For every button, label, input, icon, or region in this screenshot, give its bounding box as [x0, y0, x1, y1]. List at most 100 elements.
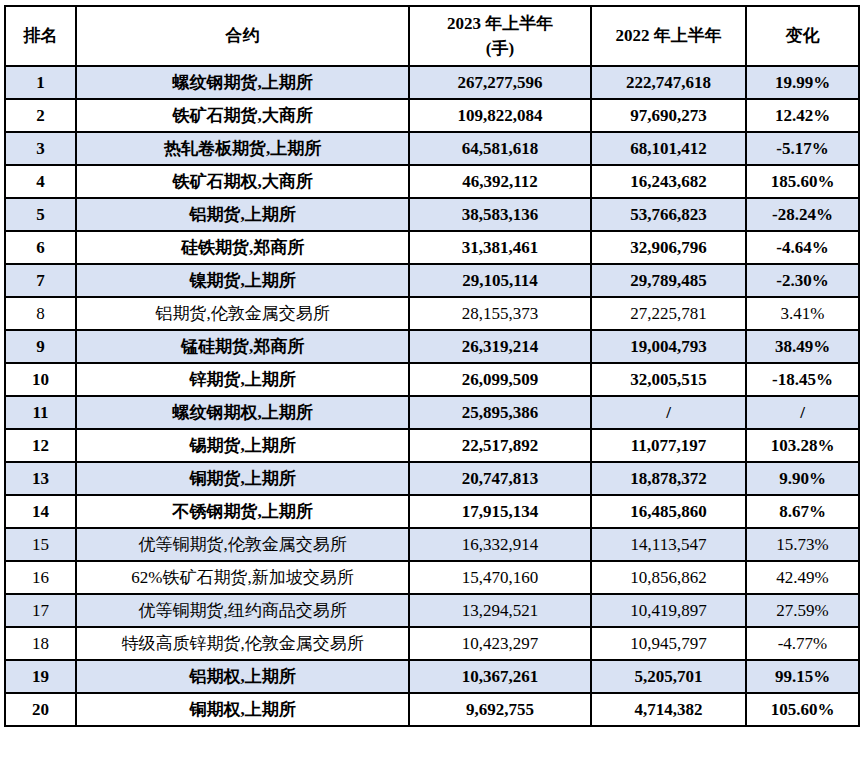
- volume-2022-cell: 68,101,412: [591, 132, 746, 165]
- table-row: 16 62%铁矿石期货,新加坡交易所 15,470,160 10,856,862…: [5, 561, 859, 594]
- contract-cell: 优等铜期货,伦敦金属交易所: [76, 528, 409, 561]
- header-2023-h1: 2023 年上半年 (手): [409, 6, 591, 66]
- rank-cell: 5: [5, 198, 76, 231]
- table-row: 9 锰硅期货,郑商所 26,319,214 19,004,793 38.49%: [5, 330, 859, 363]
- contract-cell: 不锈钢期货,上期所: [76, 495, 409, 528]
- contract-cell: 优等铜期货,纽约商品交易所: [76, 594, 409, 627]
- table-row: 2 铁矿石期货,大商所 109,822,084 97,690,273 12.42…: [5, 99, 859, 132]
- contract-cell: 铝期货,上期所: [76, 198, 409, 231]
- change-cell: -5.17%: [746, 132, 859, 165]
- change-cell: 9.90%: [746, 462, 859, 495]
- volume-2022-cell: 53,766,823: [591, 198, 746, 231]
- contract-cell: 特级高质锌期货,伦敦金属交易所: [76, 627, 409, 660]
- volume-2022-cell: 10,945,797: [591, 627, 746, 660]
- volume-2023-cell: 20,747,813: [409, 462, 591, 495]
- change-cell: /: [746, 396, 859, 429]
- volume-2022-cell: 18,878,372: [591, 462, 746, 495]
- contract-cell: 62%铁矿石期货,新加坡交易所: [76, 561, 409, 594]
- contract-cell: 铁矿石期权,大商所: [76, 165, 409, 198]
- table-row: 4 铁矿石期权,大商所 46,392,112 16,243,682 185.60…: [5, 165, 859, 198]
- header-row: 排名 合约 2023 年上半年 (手) 2022 年上半年 变化: [5, 6, 859, 66]
- change-cell: 19.99%: [746, 66, 859, 99]
- table-row: 10 锌期货,上期所 26,099,509 32,005,515 -18.45%: [5, 363, 859, 396]
- rank-cell: 7: [5, 264, 76, 297]
- table-header: 排名 合约 2023 年上半年 (手) 2022 年上半年 变化: [5, 6, 859, 66]
- rank-cell: 9: [5, 330, 76, 363]
- contract-cell: 镍期货,上期所: [76, 264, 409, 297]
- contract-cell: 锰硅期货,郑商所: [76, 330, 409, 363]
- contract-cell: 热轧卷板期货,上期所: [76, 132, 409, 165]
- rank-cell: 3: [5, 132, 76, 165]
- volume-2023-cell: 64,581,618: [409, 132, 591, 165]
- contract-cell: 螺纹钢期货,上期所: [76, 66, 409, 99]
- change-cell: 15.73%: [746, 528, 859, 561]
- volume-2023-cell: 10,423,297: [409, 627, 591, 660]
- contract-cell: 铜期权,上期所: [76, 693, 409, 726]
- change-cell: 3.41%: [746, 297, 859, 330]
- table-body: 1 螺纹钢期货,上期所 267,277,596 222,747,618 19.9…: [5, 66, 859, 726]
- rank-cell: 20: [5, 693, 76, 726]
- volume-2022-cell: 19,004,793: [591, 330, 746, 363]
- volume-2023-cell: 28,155,373: [409, 297, 591, 330]
- rank-cell: 8: [5, 297, 76, 330]
- volume-2022-cell: 97,690,273: [591, 99, 746, 132]
- change-cell: 8.67%: [746, 495, 859, 528]
- volume-2023-cell: 15,470,160: [409, 561, 591, 594]
- table-row: 1 螺纹钢期货,上期所 267,277,596 222,747,618 19.9…: [5, 66, 859, 99]
- contract-cell: 硅铁期货,郑商所: [76, 231, 409, 264]
- volume-2022-cell: 16,243,682: [591, 165, 746, 198]
- table-row: 14 不锈钢期货,上期所 17,915,134 16,485,860 8.67%: [5, 495, 859, 528]
- header-2022-h1: 2022 年上半年: [591, 6, 746, 66]
- change-cell: 42.49%: [746, 561, 859, 594]
- header-rank: 排名: [5, 6, 76, 66]
- volume-2023-cell: 13,294,521: [409, 594, 591, 627]
- rank-cell: 19: [5, 660, 76, 693]
- change-cell: 38.49%: [746, 330, 859, 363]
- table-row: 7 镍期货,上期所 29,105,114 29,789,485 -2.30%: [5, 264, 859, 297]
- table-row: 11 螺纹钢期权,上期所 25,895,386 / /: [5, 396, 859, 429]
- volume-2022-cell: 4,714,382: [591, 693, 746, 726]
- volume-2022-cell: 32,005,515: [591, 363, 746, 396]
- table-row: 5 铝期货,上期所 38,583,136 53,766,823 -28.24%: [5, 198, 859, 231]
- volume-2023-cell: 22,517,892: [409, 429, 591, 462]
- volume-2022-cell: 5,205,701: [591, 660, 746, 693]
- volume-2022-cell: 16,485,860: [591, 495, 746, 528]
- volume-2022-cell: 10,856,862: [591, 561, 746, 594]
- volume-2022-cell: 222,747,618: [591, 66, 746, 99]
- volume-2023-cell: 31,381,461: [409, 231, 591, 264]
- rank-cell: 12: [5, 429, 76, 462]
- change-cell: -2.30%: [746, 264, 859, 297]
- volume-2022-cell: 10,419,897: [591, 594, 746, 627]
- volume-2023-cell: 26,099,509: [409, 363, 591, 396]
- change-cell: 103.28%: [746, 429, 859, 462]
- volume-2023-cell: 10,367,261: [409, 660, 591, 693]
- contract-cell: 铝期权,上期所: [76, 660, 409, 693]
- volume-2023-cell: 29,105,114: [409, 264, 591, 297]
- contract-cell: 铜期货,上期所: [76, 462, 409, 495]
- change-cell: -28.24%: [746, 198, 859, 231]
- rank-cell: 17: [5, 594, 76, 627]
- rank-cell: 2: [5, 99, 76, 132]
- header-2023-h1-line2: (手): [412, 36, 588, 62]
- contract-cell: 铁矿石期货,大商所: [76, 99, 409, 132]
- change-cell: 12.42%: [746, 99, 859, 132]
- volume-2022-cell: 27,225,781: [591, 297, 746, 330]
- change-cell: 105.60%: [746, 693, 859, 726]
- change-cell: -4.64%: [746, 231, 859, 264]
- volume-2023-cell: 38,583,136: [409, 198, 591, 231]
- table-row: 12 锡期货,上期所 22,517,892 11,077,197 103.28%: [5, 429, 859, 462]
- volume-2022-cell: /: [591, 396, 746, 429]
- volume-2022-cell: 11,077,197: [591, 429, 746, 462]
- header-change: 变化: [746, 6, 859, 66]
- rank-cell: 6: [5, 231, 76, 264]
- change-cell: 27.59%: [746, 594, 859, 627]
- volume-2023-cell: 267,277,596: [409, 66, 591, 99]
- volume-2023-cell: 25,895,386: [409, 396, 591, 429]
- table-row: 6 硅铁期货,郑商所 31,381,461 32,906,796 -4.64%: [5, 231, 859, 264]
- header-2023-h1-line1: 2023 年上半年: [412, 11, 588, 37]
- volume-2023-cell: 26,319,214: [409, 330, 591, 363]
- table-row: 3 热轧卷板期货,上期所 64,581,618 68,101,412 -5.17…: [5, 132, 859, 165]
- rank-cell: 13: [5, 462, 76, 495]
- rank-cell: 18: [5, 627, 76, 660]
- rank-cell: 16: [5, 561, 76, 594]
